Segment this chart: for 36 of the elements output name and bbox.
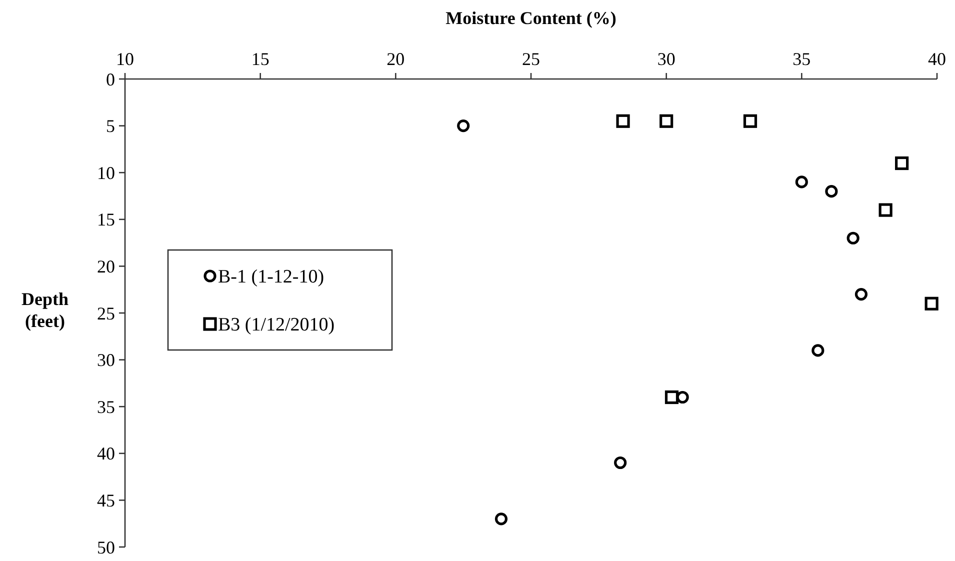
point xyxy=(895,156,909,170)
point xyxy=(812,344,824,357)
y-tick-label: 20 xyxy=(97,256,115,276)
x-tick-label: 20 xyxy=(386,49,405,69)
y-tick-label: 35 xyxy=(97,396,115,417)
point xyxy=(457,120,470,132)
point xyxy=(743,114,758,128)
y-tick-label: 50 xyxy=(97,537,115,558)
point xyxy=(795,176,808,188)
point xyxy=(825,185,838,198)
x-tick-label: 25 xyxy=(522,49,540,69)
point xyxy=(660,114,674,128)
point xyxy=(494,512,508,526)
point xyxy=(878,203,892,217)
y-tick-label: 15 xyxy=(97,210,115,230)
y-tick-label: 25 xyxy=(97,303,115,324)
y-tick-label: 45 xyxy=(97,490,115,510)
x-tick-label: 30 xyxy=(657,49,676,69)
y-tick-label: 10 xyxy=(97,162,115,183)
y-tick-label: 5 xyxy=(106,116,115,136)
x-tick-label: 40 xyxy=(928,49,946,69)
legend-label: B-1 (1-12-10) xyxy=(218,266,324,288)
y-tick-label: 30 xyxy=(97,350,115,370)
y-tick-label: 0 xyxy=(106,69,115,90)
point xyxy=(854,288,868,301)
x-axis-title: Moisture Content (%) xyxy=(446,8,616,28)
point xyxy=(924,296,938,310)
x-tick-label: 15 xyxy=(251,49,270,69)
y-tick-label: 40 xyxy=(97,444,115,464)
point xyxy=(664,390,679,404)
point xyxy=(616,114,630,128)
legend-label: B3 (1/12/2010) xyxy=(218,314,335,336)
point xyxy=(846,232,860,244)
y-axis-title: Depth (feet) xyxy=(21,289,69,331)
x-tick-label: 35 xyxy=(792,49,811,69)
point xyxy=(614,456,627,470)
